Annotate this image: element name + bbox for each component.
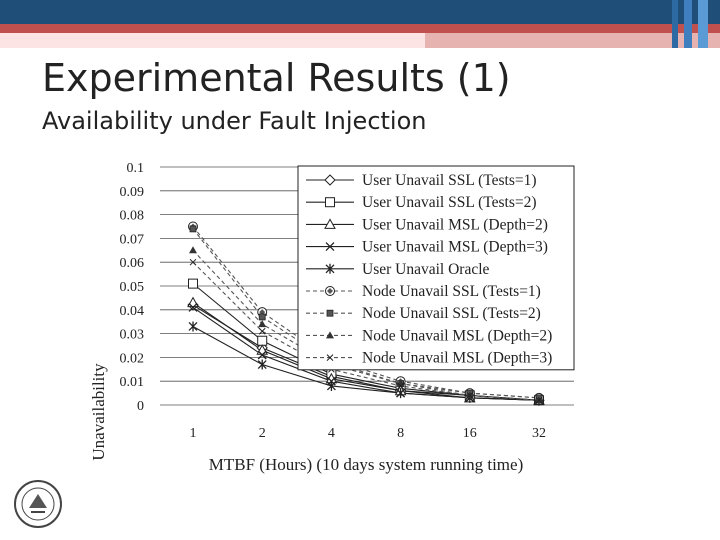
y-tick-label: 0.01 (120, 375, 145, 390)
data-point (535, 396, 543, 404)
header-strip (684, 0, 692, 48)
data-point (257, 335, 268, 346)
y-tick-label: 0.04 (120, 304, 145, 319)
data-point (466, 392, 474, 399)
data-point (326, 380, 336, 391)
y-tick-label: 0.06 (120, 256, 145, 271)
y-tick-label: 0.1 (127, 161, 145, 176)
legend-marker (325, 263, 335, 274)
x-tick-label: 8 (397, 426, 404, 441)
legend-marker (326, 309, 334, 317)
legend-marker (325, 242, 335, 252)
legend-label: User Unavail SSL (Tests=2) (362, 194, 537, 211)
legend-label: User Unavail MSL (Depth=2) (362, 216, 548, 233)
university-seal-icon (14, 480, 62, 528)
legend-label: Node Unavail SSL (Tests=2) (362, 305, 541, 322)
x-tick-label: 1 (190, 426, 197, 441)
header-band-accent (425, 33, 720, 48)
data-point (187, 296, 199, 308)
x-tick-label: 2 (259, 426, 266, 441)
series-line (192, 325, 540, 401)
data-point (258, 327, 266, 335)
y-tick-label: 0.05 (120, 280, 145, 295)
header-band-dark (0, 0, 720, 24)
legend-label: Node Unavail MSL (Depth=3) (362, 350, 552, 367)
x-tick-label: 4 (328, 426, 335, 441)
data-point (396, 388, 406, 399)
availability-line-chart: 0 0.01 0.02 0.03 0.04 0.05 0.06 0.07 0.08 0.09 0.1… (89, 161, 575, 474)
data-point (189, 246, 197, 254)
data-point (397, 382, 404, 390)
legend-marker (325, 286, 335, 296)
data-point (188, 321, 198, 332)
header-strip (698, 0, 708, 48)
header-strip (672, 0, 678, 48)
legend-label: User Unavail MSL (Depth=3) (362, 239, 548, 256)
legend-marker (326, 354, 334, 361)
y-tick-label: 0.02 (120, 351, 145, 366)
data-point (258, 313, 266, 321)
data-point (188, 302, 198, 312)
legend-marker (324, 174, 336, 186)
y-tick-label: 0 (137, 399, 144, 414)
series-line (192, 226, 540, 399)
data-point (257, 350, 267, 360)
legend-marker (325, 197, 335, 208)
data-point (189, 258, 197, 266)
y-tick-label: 0.08 (120, 209, 145, 224)
legend-label: User Unavail Oracle (362, 261, 490, 278)
data-point (189, 225, 197, 233)
slide-title: Experimental Results (1) (42, 56, 511, 100)
x-tick-label: 16 (463, 426, 477, 441)
x-tick-label: 32 (532, 426, 546, 441)
legend-label: Node Unavail SSL (Tests=1) (362, 283, 541, 300)
header-band-pale (0, 33, 425, 48)
series-line (192, 228, 540, 399)
data-point (396, 379, 405, 387)
data-point (258, 320, 267, 328)
series-line (192, 261, 540, 401)
legend-marker (324, 218, 336, 229)
legend-label: User Unavail SSL (Tests=1) (362, 172, 537, 189)
x-axis-label: MTBF (Hours) (10 days system running tim… (209, 455, 523, 474)
series-line (192, 249, 540, 401)
chart-legend: User Unavail SSL (Tests=1) User Unavail S… (297, 165, 575, 371)
y-tick-label: 0.03 (120, 328, 145, 343)
slide-subtitle: Availability under Fault Injection (42, 107, 427, 135)
data-point (257, 359, 267, 370)
y-axis-label: Unavailability (89, 363, 108, 461)
legend-marker (326, 331, 334, 339)
data-point (188, 278, 198, 289)
y-tick-label: 0.07 (120, 232, 145, 247)
legend-label: Node Unavail MSL (Depth=2) (362, 327, 552, 344)
header-band-red (0, 24, 720, 33)
y-tick-label: 0.09 (120, 185, 145, 200)
